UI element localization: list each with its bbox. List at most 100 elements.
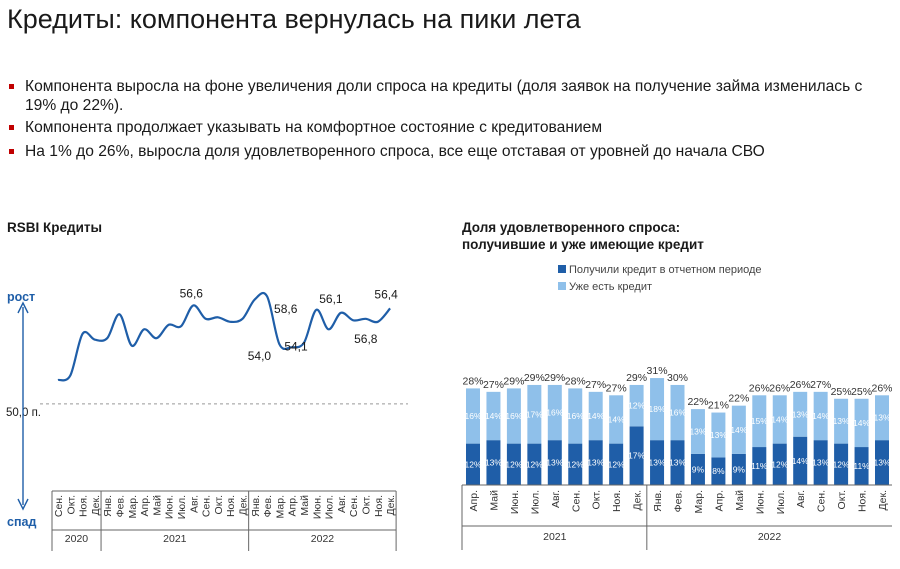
tick-label: Сен. <box>53 495 65 517</box>
tick-label: Мар. <box>127 495 139 518</box>
data-point <box>266 295 269 298</box>
bar-value-existing: 18% <box>649 404 666 414</box>
data-point <box>167 323 170 326</box>
bar-existing <box>588 391 603 441</box>
tick-label: Ноя. <box>373 495 385 517</box>
bar-received <box>793 436 808 485</box>
bar-value-existing: 14% <box>587 411 604 421</box>
bar-value-received: 12% <box>567 459 584 469</box>
year-label: 2021 <box>163 533 187 545</box>
bar-value-existing: 14% <box>812 411 829 421</box>
tick-label: Дек. <box>385 495 397 515</box>
bar-received <box>834 443 849 485</box>
tick-label: Апр. <box>139 495 151 516</box>
bar-total-label: 27% <box>483 379 504 391</box>
bar-received <box>486 440 501 485</box>
bar-total-label: 22% <box>687 396 708 408</box>
data-point <box>352 319 355 322</box>
bar-existing <box>772 395 787 444</box>
bar-received <box>813 440 828 485</box>
bar-total-label: 28% <box>462 375 483 387</box>
bar-received <box>629 426 644 485</box>
bar-existing <box>711 412 726 458</box>
bar-total-label: 29% <box>626 372 647 384</box>
tick-label: Авг. <box>795 490 807 508</box>
bar-value-received: 13% <box>812 458 829 468</box>
tick-label: Апр. <box>468 490 480 511</box>
bar-value-received: 9% <box>733 464 746 474</box>
tick-label: Ноя. <box>611 490 623 512</box>
data-point <box>57 379 60 382</box>
year-label: 2020 <box>65 533 89 545</box>
bar-existing <box>690 409 705 454</box>
bullet-marker <box>9 125 14 130</box>
bar-existing <box>466 388 480 444</box>
bar-value-received: 14% <box>792 456 809 466</box>
bar-existing <box>506 388 521 444</box>
bar-value-existing: 14% <box>853 418 870 428</box>
tick-label: Мар. <box>274 495 286 518</box>
data-point <box>376 320 379 323</box>
data-point <box>69 374 72 377</box>
tick-label: Окт. <box>836 490 848 509</box>
bar-total-label: 22% <box>728 393 749 405</box>
bar-received <box>527 443 542 485</box>
bar-total-label: 25% <box>831 386 852 398</box>
label-bottom: спад <box>7 515 36 529</box>
bar-existing <box>568 388 583 444</box>
bar-total-label: 26% <box>871 382 892 394</box>
tick-label: Янв. <box>250 495 262 517</box>
tick-label: Июл. <box>324 495 336 519</box>
bar-value-received: 8% <box>712 466 725 476</box>
bar-value-received: 12% <box>833 459 850 469</box>
bar-value-received: 12% <box>526 459 543 469</box>
tick-label: Сен. <box>816 490 828 512</box>
year-label: 2021 <box>543 531 567 543</box>
bar-total-label: 28% <box>565 375 586 387</box>
tick-label: Дек. <box>90 495 102 515</box>
bar-value-received: 13% <box>485 458 502 468</box>
bar-value-received: 13% <box>669 458 686 468</box>
value-label: 56,6 <box>180 286 204 300</box>
bullet-item: Компонента выросла на фоне увеличения до… <box>8 77 893 115</box>
tick-label: Авг. <box>550 490 562 508</box>
bar-received <box>506 443 521 485</box>
bar-total-label: 21% <box>708 400 729 412</box>
bar-total-label: 31% <box>647 365 668 377</box>
data-point <box>81 332 84 335</box>
value-label: 56,4 <box>374 287 398 301</box>
bar-existing <box>670 384 685 441</box>
bar-existing <box>629 384 644 427</box>
data-point <box>253 298 256 301</box>
bar-value-existing: 14% <box>608 414 625 424</box>
value-label: 54,1 <box>284 340 308 354</box>
bar-value-received: 11% <box>853 461 870 471</box>
data-point <box>389 307 392 310</box>
bar-value-existing: 14% <box>771 414 788 424</box>
bar-value-existing: 13% <box>792 409 809 419</box>
data-point <box>106 337 109 340</box>
bar-received <box>854 447 869 485</box>
bar-value-received: 13% <box>873 458 890 468</box>
bar-received <box>547 440 562 485</box>
bar-received <box>731 453 746 485</box>
bar-received <box>690 453 705 485</box>
data-point <box>204 317 207 320</box>
bullet-list: Компонента выросла на фоне увеличения до… <box>8 77 893 166</box>
tick-label: Окт. <box>361 495 373 514</box>
data-point <box>278 343 281 346</box>
value-label: 56,8 <box>354 332 378 346</box>
bar-value-existing: 15% <box>751 416 768 426</box>
legend-label-received: Получили кредит в отчетном периоде <box>569 264 762 276</box>
tick-label: Июл. <box>775 490 787 514</box>
tick-label: Фев. <box>115 495 127 517</box>
bar-received <box>650 440 665 485</box>
tick-label: Ноя. <box>857 490 869 512</box>
tick-label: Ноя. <box>78 495 90 517</box>
arrow-down-icon <box>17 498 29 511</box>
tick-label: Май <box>734 490 746 511</box>
bar-value-received: 12% <box>464 459 481 469</box>
tick-label: Окт. <box>65 495 77 514</box>
legend-swatch-received <box>558 265 566 273</box>
bar-existing <box>834 398 849 444</box>
